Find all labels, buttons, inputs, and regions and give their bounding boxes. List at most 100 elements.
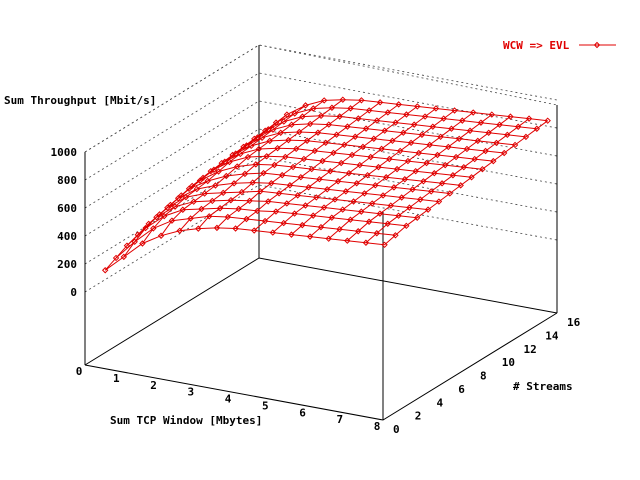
data-point bbox=[381, 241, 388, 249]
y-axis-title: # Streams bbox=[513, 380, 573, 393]
data-point bbox=[387, 202, 395, 209]
data-point bbox=[359, 143, 367, 151]
data-point bbox=[244, 153, 252, 161]
series-line-y-14 bbox=[257, 107, 537, 138]
data-point bbox=[511, 141, 519, 149]
grid-layer bbox=[84, 44, 558, 293]
data-point bbox=[289, 163, 297, 171]
data-point bbox=[176, 227, 183, 234]
data-point bbox=[227, 196, 235, 204]
data-point bbox=[296, 128, 303, 136]
data-point bbox=[272, 208, 280, 215]
z-tick-label: 200 bbox=[57, 258, 77, 271]
data-point bbox=[275, 190, 283, 197]
data-point bbox=[404, 157, 412, 165]
surface-mesh bbox=[101, 96, 551, 274]
series-line-y-4 bbox=[148, 190, 429, 225]
data-point bbox=[339, 96, 347, 103]
data-point bbox=[309, 212, 317, 219]
data-point bbox=[344, 123, 351, 130]
data-point bbox=[449, 172, 457, 179]
data-point bbox=[375, 163, 382, 171]
data-point bbox=[156, 211, 163, 218]
data-point bbox=[373, 117, 381, 124]
z-tick-label: 0 bbox=[70, 286, 77, 299]
data-point bbox=[417, 196, 424, 203]
data-point bbox=[468, 174, 475, 181]
x-axis-title: Sum TCP Window [Mbytes] bbox=[110, 414, 262, 427]
data-point bbox=[120, 253, 128, 261]
data-point bbox=[195, 225, 202, 232]
data-point bbox=[238, 188, 246, 196]
data-point bbox=[337, 159, 345, 167]
data-point bbox=[471, 155, 478, 163]
data-point bbox=[373, 230, 381, 237]
data-point bbox=[193, 185, 201, 193]
data-point bbox=[243, 215, 250, 223]
data-point bbox=[292, 145, 300, 153]
data-point bbox=[171, 203, 179, 210]
x-tick-label: 1 bbox=[113, 372, 120, 385]
data-point bbox=[409, 186, 416, 193]
data-point bbox=[230, 180, 238, 187]
data-point bbox=[474, 137, 482, 145]
data-point bbox=[299, 221, 306, 229]
series-line-x-6 bbox=[216, 101, 381, 229]
data-point bbox=[522, 133, 530, 141]
data-point bbox=[482, 147, 489, 155]
data-point bbox=[322, 139, 329, 146]
data-point bbox=[407, 139, 415, 147]
series-line-y-11 bbox=[224, 131, 505, 163]
y-tick-label: 8 bbox=[480, 370, 487, 383]
series-line-y-10 bbox=[213, 139, 494, 171]
data-point bbox=[323, 186, 331, 193]
data-point bbox=[271, 161, 278, 169]
data-point bbox=[420, 178, 427, 185]
data-point bbox=[218, 159, 225, 167]
data-point bbox=[178, 192, 185, 199]
data-point bbox=[437, 133, 444, 141]
z-tick-label: 400 bbox=[57, 230, 77, 243]
data-point bbox=[233, 163, 241, 170]
grid-line-z-3 bbox=[84, 100, 558, 209]
data-point bbox=[485, 129, 492, 136]
data-point bbox=[272, 119, 280, 126]
data-point bbox=[204, 177, 211, 185]
z-tick-label: 1000 bbox=[51, 146, 78, 159]
data-point bbox=[379, 192, 387, 199]
series-line-y-7 bbox=[180, 163, 461, 196]
data-point bbox=[142, 224, 149, 232]
data-point bbox=[406, 204, 413, 211]
data-point bbox=[313, 194, 320, 201]
grid-line-z-4 bbox=[84, 72, 558, 181]
data-point bbox=[303, 137, 311, 144]
data-point bbox=[415, 149, 423, 157]
data-point bbox=[455, 135, 463, 143]
data-point bbox=[101, 267, 109, 274]
data-point bbox=[226, 158, 233, 166]
legend-marker-series-1 bbox=[593, 41, 601, 49]
data-point bbox=[123, 242, 131, 249]
data-point bbox=[286, 182, 294, 189]
data-point bbox=[493, 139, 500, 147]
data-point bbox=[347, 105, 354, 112]
data-point bbox=[308, 165, 315, 173]
data-point bbox=[429, 123, 437, 130]
data-point bbox=[403, 111, 410, 118]
data-point bbox=[212, 182, 219, 189]
data-point bbox=[396, 147, 404, 155]
data-point bbox=[438, 180, 446, 187]
data-point bbox=[306, 233, 314, 240]
data-point bbox=[347, 216, 354, 223]
series-line-y-15 bbox=[267, 99, 548, 130]
data-point bbox=[164, 204, 171, 211]
data-point bbox=[367, 153, 374, 161]
data-point bbox=[376, 99, 384, 106]
data-point bbox=[213, 224, 221, 232]
data-point bbox=[320, 204, 328, 211]
data-point bbox=[310, 105, 317, 112]
data-point bbox=[469, 109, 477, 116]
data-point bbox=[285, 136, 292, 144]
series-line-y-6 bbox=[170, 172, 450, 206]
z-tick-label: 600 bbox=[57, 202, 77, 215]
